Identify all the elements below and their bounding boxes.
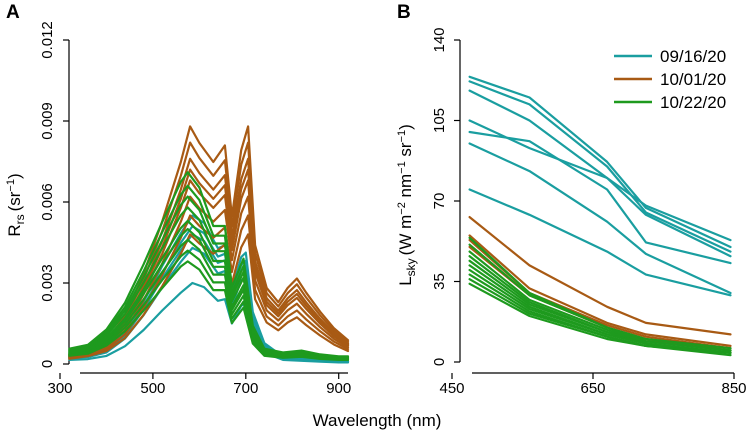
panel-b-series-line — [468, 234, 732, 347]
panel-b-x-tick-label: 850 — [721, 380, 746, 397]
panel-b: 0 35 70 105 140 450 650 850 Lsky(W m−2 nm−1 sr… — [396, 27, 747, 397]
panel-a-series-line — [68, 179, 350, 358]
panel-b-series-line — [468, 80, 732, 253]
panel-a-series-line — [68, 171, 350, 358]
panel-b-series-line — [468, 188, 732, 297]
panel-a: 0 0.003 0.006 0.009 0.012 300 500 700 900 Rrs(s… — [5, 21, 351, 397]
panel-b-y-axis-label: Lsky(W m−2 nm−1 sr−1) — [396, 124, 418, 286]
panel-b-series-line — [468, 268, 732, 354]
panel-b-series-line — [468, 142, 732, 295]
panel-a-x-tick-label: 500 — [140, 380, 165, 397]
panel-b-series-line — [468, 216, 732, 336]
panel-a-y-tick-label: 0 — [39, 360, 56, 368]
panel-b-series-line — [468, 89, 732, 258]
panel-a-y-axis-label: Rrs(sr−1) — [5, 173, 27, 236]
legend-label: 10/22/20 — [660, 93, 726, 112]
panel-a-x-tick-label: 700 — [233, 380, 258, 397]
panel-a-series-line — [68, 195, 350, 359]
legend: 09/16/20 10/01/20 10/22/20 — [614, 47, 726, 112]
panel-a-y-tick-label: 0.006 — [39, 183, 56, 221]
panel-b-y-tick-label: 105 — [431, 108, 448, 133]
panel-a-label: A — [6, 2, 20, 23]
panel-b-y-tick-label: 70 — [431, 193, 448, 210]
panel-b-series-line — [468, 130, 732, 265]
shared-x-axis-label: Wavelength (nm) — [313, 411, 442, 430]
panel-b-series-line — [468, 75, 732, 249]
panel-b-x-tick-label: 450 — [439, 380, 464, 397]
panel-b-y-tick-label: 35 — [431, 273, 448, 290]
panel-a-series-line — [68, 281, 350, 364]
panel-b-x-tick-label: 650 — [580, 380, 605, 397]
legend-label: 09/16/20 — [660, 47, 726, 66]
panel-a-y-tick-label: 0.003 — [39, 264, 56, 302]
panel-a-y-tick-label: 0.009 — [39, 102, 56, 140]
legend-label: 10/01/20 — [660, 70, 726, 89]
panel-b-label: B — [397, 2, 411, 23]
panel-a-y-tick-label: 0.012 — [39, 21, 56, 59]
panel-b-series-line — [468, 282, 732, 357]
panel-b-y-tick-label: 140 — [431, 27, 448, 52]
panel-b-y-tick-label: 0 — [431, 358, 448, 366]
panel-a-x-tick-label: 900 — [326, 380, 351, 397]
panel-a-x-tick-label: 300 — [47, 380, 72, 397]
